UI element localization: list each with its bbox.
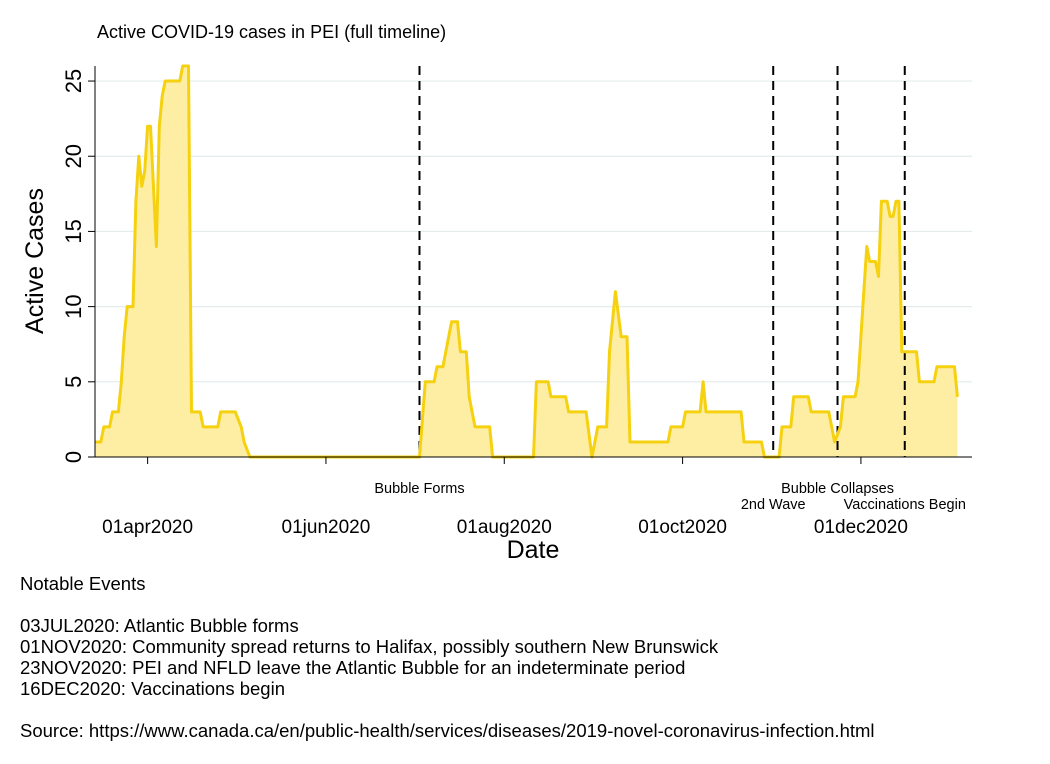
source-text: Source: https://www.canada.ca/en/public-… (20, 720, 875, 741)
x-tick-label: 01apr2020 (102, 517, 193, 538)
event-label: Bubble Forms (374, 481, 464, 497)
event-label: 2nd Wave (741, 497, 806, 513)
y-tick-label: 0 (61, 451, 86, 463)
y-tick-label: 5 (61, 376, 86, 388)
x-axis-label: Date (507, 536, 560, 564)
note-item: 01NOV2020: Community spread returns to H… (20, 636, 719, 657)
gridlines (95, 80, 972, 383)
y-tick-label: 20 (61, 144, 86, 168)
x-tick-label: 01aug2020 (457, 517, 552, 538)
chart: Active COVID-19 cases in PEI (full timel… (21, 22, 972, 564)
series-line (95, 64, 959, 459)
y-axis-label: Active Cases (21, 188, 49, 334)
chart-title: Active COVID-19 cases in PEI (full timel… (97, 22, 446, 42)
y-ticks: 0 5 10 15 20 25 (61, 69, 95, 463)
notes-panel: Notable Events 03JUL2020: Atlantic Bubbl… (20, 573, 1030, 741)
y-tick-label: 10 (61, 294, 86, 318)
note-item: 03JUL2020: Atlantic Bubble forms (20, 615, 299, 636)
x-tick-label: 01jun2020 (282, 517, 371, 538)
y-tick-label: 25 (61, 69, 86, 93)
y-tick-label: 15 (61, 219, 86, 243)
event-label: Vaccinations Begin (844, 497, 966, 513)
x-tick-label: 01oct2020 (638, 517, 727, 538)
note-item: 16DEC2020: Vaccinations begin (20, 678, 285, 699)
event-lines (418, 66, 906, 457)
notes-heading: Notable Events (20, 573, 146, 594)
note-item: 23NOV2020: PEI and NFLD leave the Atlant… (20, 657, 686, 678)
series-area-fill (95, 66, 958, 457)
x-tick-label: 01dec2020 (814, 517, 908, 538)
event-label: Bubble Collapses (781, 481, 894, 497)
